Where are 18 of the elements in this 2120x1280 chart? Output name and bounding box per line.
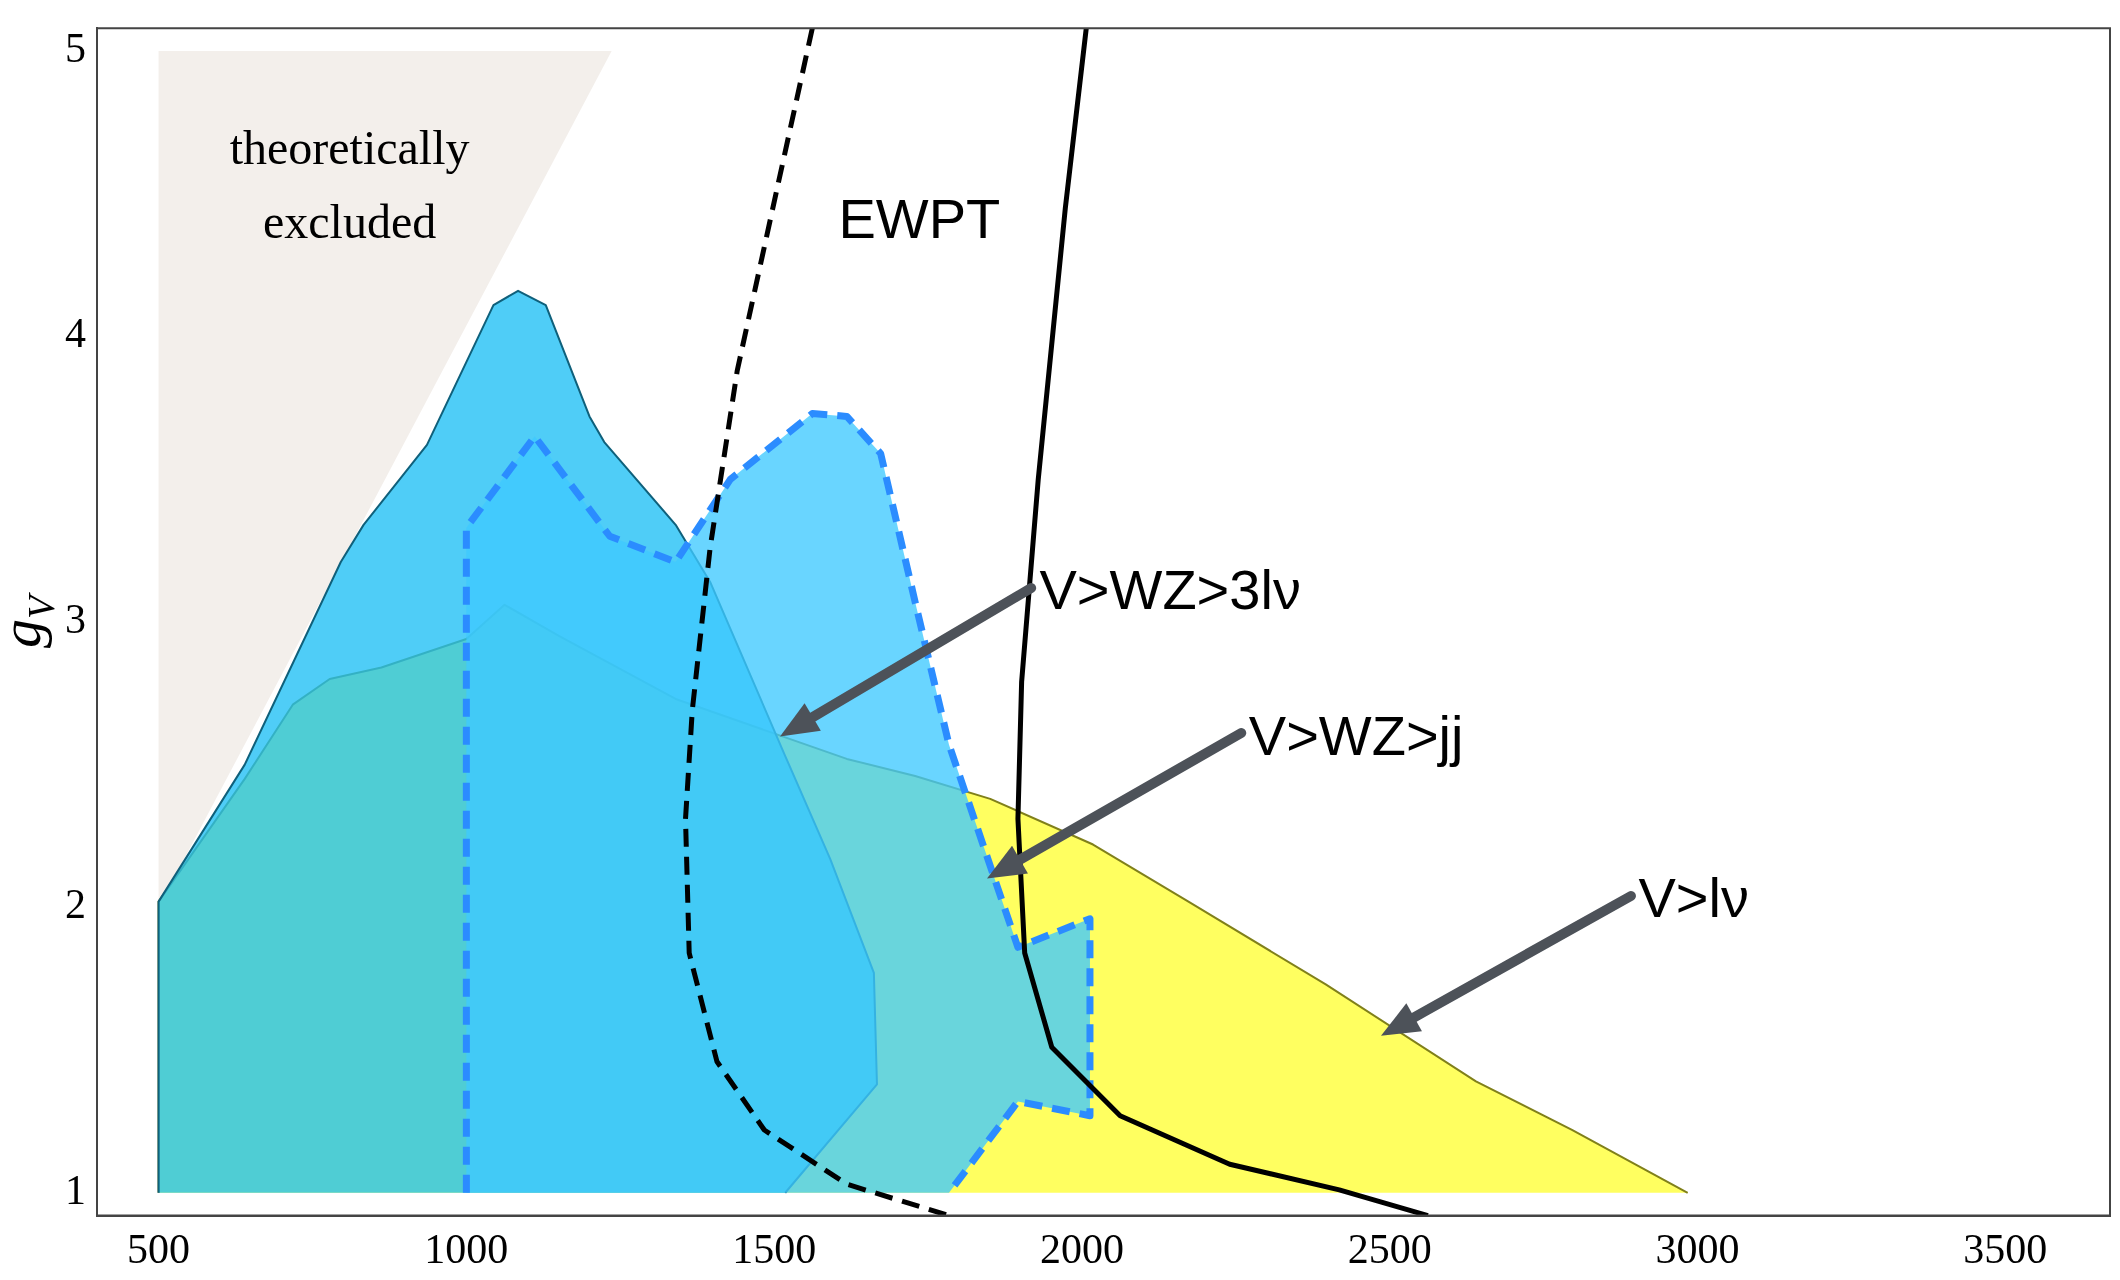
x-tick-label: 1500 (732, 1225, 817, 1272)
annotation: V>WZ>jj (1248, 703, 1464, 767)
y-tick-label: 1 (65, 1166, 86, 1213)
y-axis-title: gV (0, 592, 62, 649)
x-tick-label: 3500 (1963, 1225, 2048, 1272)
annotation: V>WZ>3lν (1039, 558, 1301, 622)
y-tick-label: 4 (65, 310, 86, 357)
x-tick-label: 1000 (424, 1225, 509, 1272)
series-label: EWPT (838, 186, 1001, 250)
series-label: theoretically excluded (229, 120, 470, 248)
y-tick-label: 3 (65, 595, 86, 642)
annotation: V>lν (1638, 866, 1749, 930)
y-tick-label: 2 (65, 881, 86, 928)
x-tick-label: 500 (127, 1225, 191, 1272)
x-tick-label: 2000 (1039, 1225, 1124, 1272)
x-tick-label: 2500 (1347, 1225, 1432, 1272)
y-tick-label: 5 (65, 25, 86, 72)
x-tick-label: 3000 (1655, 1225, 1740, 1272)
